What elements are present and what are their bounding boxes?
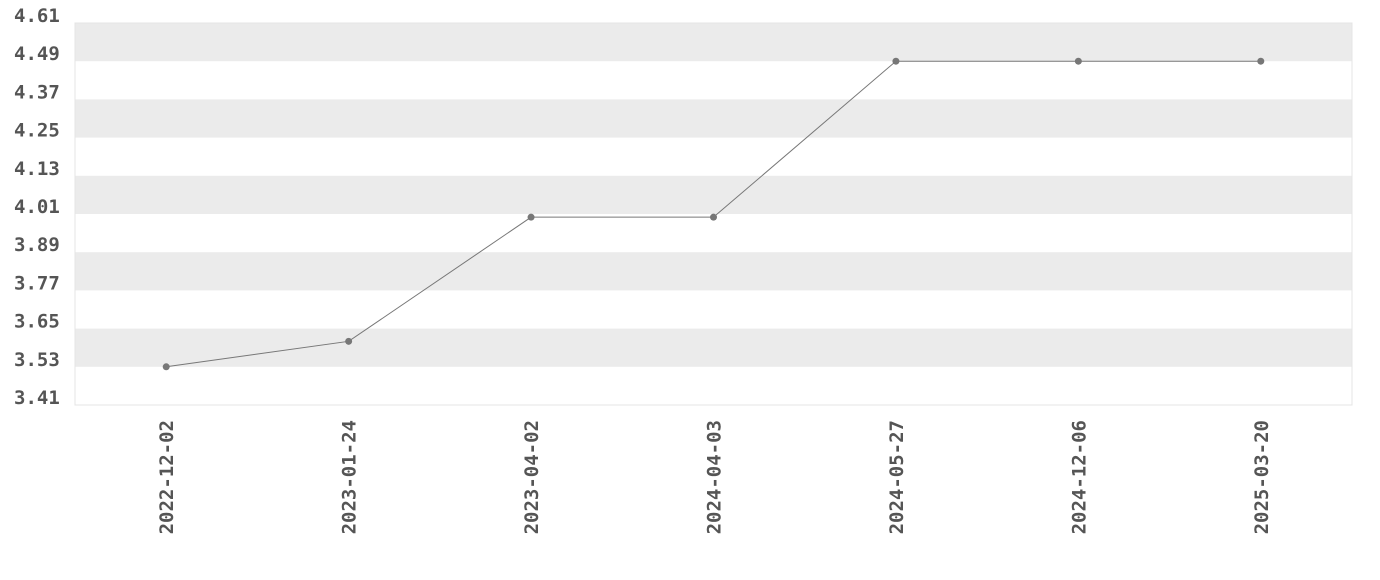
grid-band: [75, 23, 1352, 62]
x-tick-label: 2023-04-02: [521, 420, 543, 534]
y-tick-label: 3.77: [14, 272, 60, 294]
grid-band: [75, 99, 1352, 138]
grid-band: [75, 252, 1352, 291]
y-tick-label: 4.61: [14, 5, 60, 27]
y-tick-label: 4.13: [14, 158, 60, 180]
y-tick-label: 3.89: [14, 234, 60, 256]
grid-band: [75, 328, 1352, 367]
y-tick-label: 4.25: [14, 120, 60, 142]
plot-frame: [74, 22, 1353, 406]
y-tick-label: 3.65: [14, 311, 60, 333]
x-tick-label: 2023-01-24: [339, 420, 361, 534]
x-tick-label: 2024-04-03: [704, 420, 726, 534]
y-tick-label: 4.01: [14, 196, 60, 218]
x-tick-label: 2025-03-20: [1251, 420, 1273, 534]
y-tick-label: 3.53: [14, 349, 60, 371]
grid-band: [75, 175, 1352, 214]
point: [345, 337, 353, 345]
y-tick-label: 3.41: [14, 387, 60, 409]
x-tick-label: 2024-12-06: [1068, 420, 1090, 534]
point: [1257, 57, 1265, 65]
x-tick-label: 2024-05-27: [886, 420, 908, 534]
point: [710, 213, 717, 221]
point: [1074, 57, 1082, 65]
x-tick-label: 2022-12-02: [156, 420, 178, 534]
point: [527, 213, 535, 221]
point: [892, 57, 900, 65]
y-tick-label: 4.49: [14, 43, 60, 65]
y-tick-label: 4.37: [14, 81, 60, 103]
point: [162, 363, 170, 371]
